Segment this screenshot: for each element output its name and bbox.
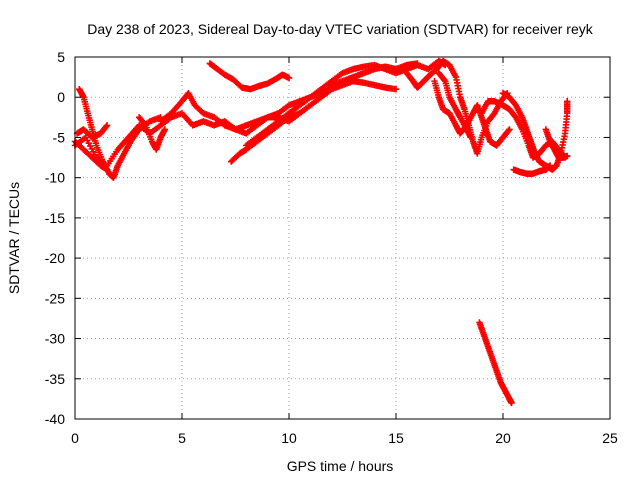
series-track-q [476,319,515,407]
data-point [441,76,448,84]
y-axis-label: SDTVAR / TECUs [6,182,22,294]
series-track-o [510,162,554,177]
data-point [546,162,554,169]
x-tick-label: 15 [388,430,404,446]
y-tick-label: -30 [45,331,65,347]
x-tick-label: 10 [281,430,297,446]
series-track-e [136,114,169,153]
x-tick-label: 25 [602,430,618,446]
y-tick-label: -10 [45,170,65,186]
data-points [71,57,571,407]
y-tick-labels: -40 -35 -30 -25 -20 -15 -10 -5 0 5 [45,49,65,427]
x-axis-label: GPS time / hours [287,458,394,474]
y-tick-label: 5 [57,49,65,65]
series-track-m [478,98,569,161]
data-point [102,123,110,130]
data-point [285,74,293,82]
y-tick-label: 0 [57,89,65,105]
series-track-p [542,126,571,161]
grid-lines [75,57,610,419]
data-point [564,152,571,160]
data-point [103,166,111,173]
chart-title: Day 238 of 2023, Sidereal Day-to-day VTE… [87,21,593,37]
series-track-c [73,122,111,141]
series-track-i [243,57,449,149]
axis-ticks [74,56,611,420]
data-point [161,126,169,133]
x-tick-label: 0 [71,430,79,446]
series-track-l [435,69,475,141]
data-point [564,98,571,105]
plot-frame [74,56,611,420]
y-tick-label: -15 [45,210,65,226]
y-tick-label: -35 [45,371,65,387]
x-tick-label: 5 [178,430,186,446]
data-point [505,127,512,134]
series-track-d [71,138,111,173]
y-tick-label: -40 [45,411,65,427]
y-tick-label: -25 [45,290,65,306]
data-point [506,126,513,133]
x-tick-label: 20 [495,430,511,446]
data-point [392,85,400,93]
data-point [141,121,148,128]
data-point [508,399,515,407]
x-tick-labels: 0 5 10 15 20 25 [71,430,618,446]
data-point [467,134,475,141]
data-point [103,122,111,129]
series-track-g [206,60,293,93]
y-tick-label: -5 [53,129,66,145]
y-tick-label: -20 [45,250,65,266]
